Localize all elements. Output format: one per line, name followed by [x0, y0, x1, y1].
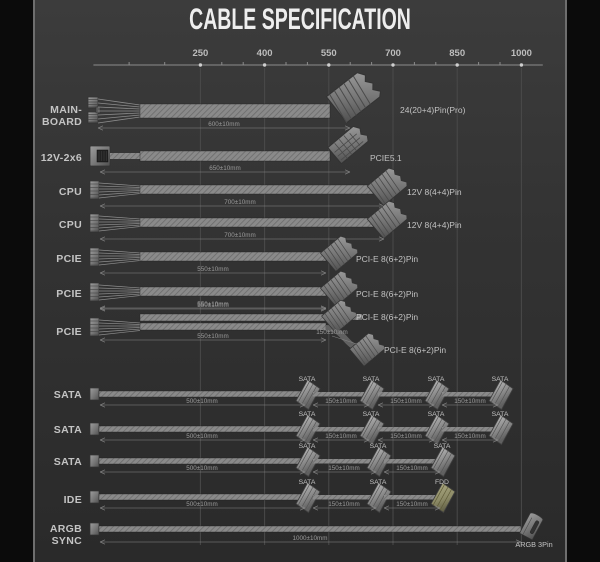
svg-text:SATA: SATA	[492, 376, 509, 383]
svg-text:700±10mm: 700±10mm	[224, 232, 255, 239]
svg-text:150±10mm: 150±10mm	[396, 465, 427, 472]
svg-text:550±10mm: 550±10mm	[197, 266, 228, 273]
svg-text:12V 8(4+4)Pin: 12V 8(4+4)Pin	[407, 220, 462, 230]
svg-text:500±10mm: 500±10mm	[186, 398, 217, 405]
svg-text:650±10mm: 650±10mm	[209, 165, 240, 172]
svg-text:550: 550	[321, 48, 337, 59]
svg-text:150±10mm: 150±10mm	[396, 501, 427, 508]
svg-text:850: 850	[449, 48, 465, 59]
svg-text:150±10mm: 150±10mm	[390, 398, 421, 405]
svg-text:150±10mm: 150±10mm	[325, 398, 356, 405]
svg-text:500±10mm: 500±10mm	[186, 501, 217, 508]
svg-text:SATA: SATA	[492, 411, 509, 418]
svg-text:150±10mm: 150±10mm	[316, 329, 347, 336]
svg-text:700±10mm: 700±10mm	[224, 199, 255, 206]
svg-text:500±10mm: 500±10mm	[186, 433, 217, 440]
svg-text:150±10mm: 150±10mm	[328, 501, 359, 508]
svg-text:PCI-E 8(6+2)Pin: PCI-E 8(6+2)Pin	[356, 289, 418, 299]
svg-text:400: 400	[257, 48, 273, 59]
svg-text:SATA: SATA	[363, 376, 380, 383]
svg-text:700: 700	[385, 48, 401, 59]
svg-text:250: 250	[192, 48, 208, 59]
svg-text:550±10mm: 550±10mm	[197, 333, 228, 340]
svg-text:ARGB 3Pin: ARGB 3Pin	[515, 540, 552, 549]
svg-text:SATA: SATA	[299, 479, 316, 486]
svg-text:SATA: SATA	[299, 411, 316, 418]
svg-text:150±10mm: 150±10mm	[325, 433, 356, 440]
svg-text:150±10mm: 150±10mm	[454, 398, 485, 405]
svg-text:24(20+4)Pin(Pro): 24(20+4)Pin(Pro)	[400, 105, 466, 115]
svg-text:150±10mm: 150±10mm	[454, 433, 485, 440]
svg-text:SATA: SATA	[299, 376, 316, 383]
svg-text:PCI-E 8(6+2)Pin: PCI-E 8(6+2)Pin	[384, 345, 446, 355]
svg-text:SATA: SATA	[434, 443, 451, 450]
svg-text:SATA: SATA	[370, 479, 387, 486]
svg-text:SATA: SATA	[428, 411, 445, 418]
svg-text:SATA: SATA	[299, 443, 316, 450]
svg-text:150±10mm: 150±10mm	[390, 433, 421, 440]
svg-text:600±10mm: 600±10mm	[208, 121, 239, 128]
svg-text:12V 8(4+4)Pin: 12V 8(4+4)Pin	[407, 187, 462, 197]
svg-text:FDD: FDD	[435, 479, 449, 486]
svg-text:1000: 1000	[511, 48, 532, 59]
svg-text:PCIE5.1: PCIE5.1	[370, 153, 402, 163]
svg-text:PCI-E 8(6+2)Pin: PCI-E 8(6+2)Pin	[356, 254, 418, 264]
svg-text:1000±10mm: 1000±10mm	[293, 535, 328, 542]
svg-text:PCI-E 8(6+2)Pin: PCI-E 8(6+2)Pin	[356, 312, 418, 322]
svg-text:150±10mm: 150±10mm	[328, 465, 359, 472]
svg-text:500±10mm: 500±10mm	[186, 465, 217, 472]
svg-text:550±10mm: 550±10mm	[197, 302, 228, 309]
svg-text:SATA: SATA	[428, 376, 445, 383]
svg-text:SATA: SATA	[363, 411, 380, 418]
svg-text:SATA: SATA	[370, 443, 387, 450]
